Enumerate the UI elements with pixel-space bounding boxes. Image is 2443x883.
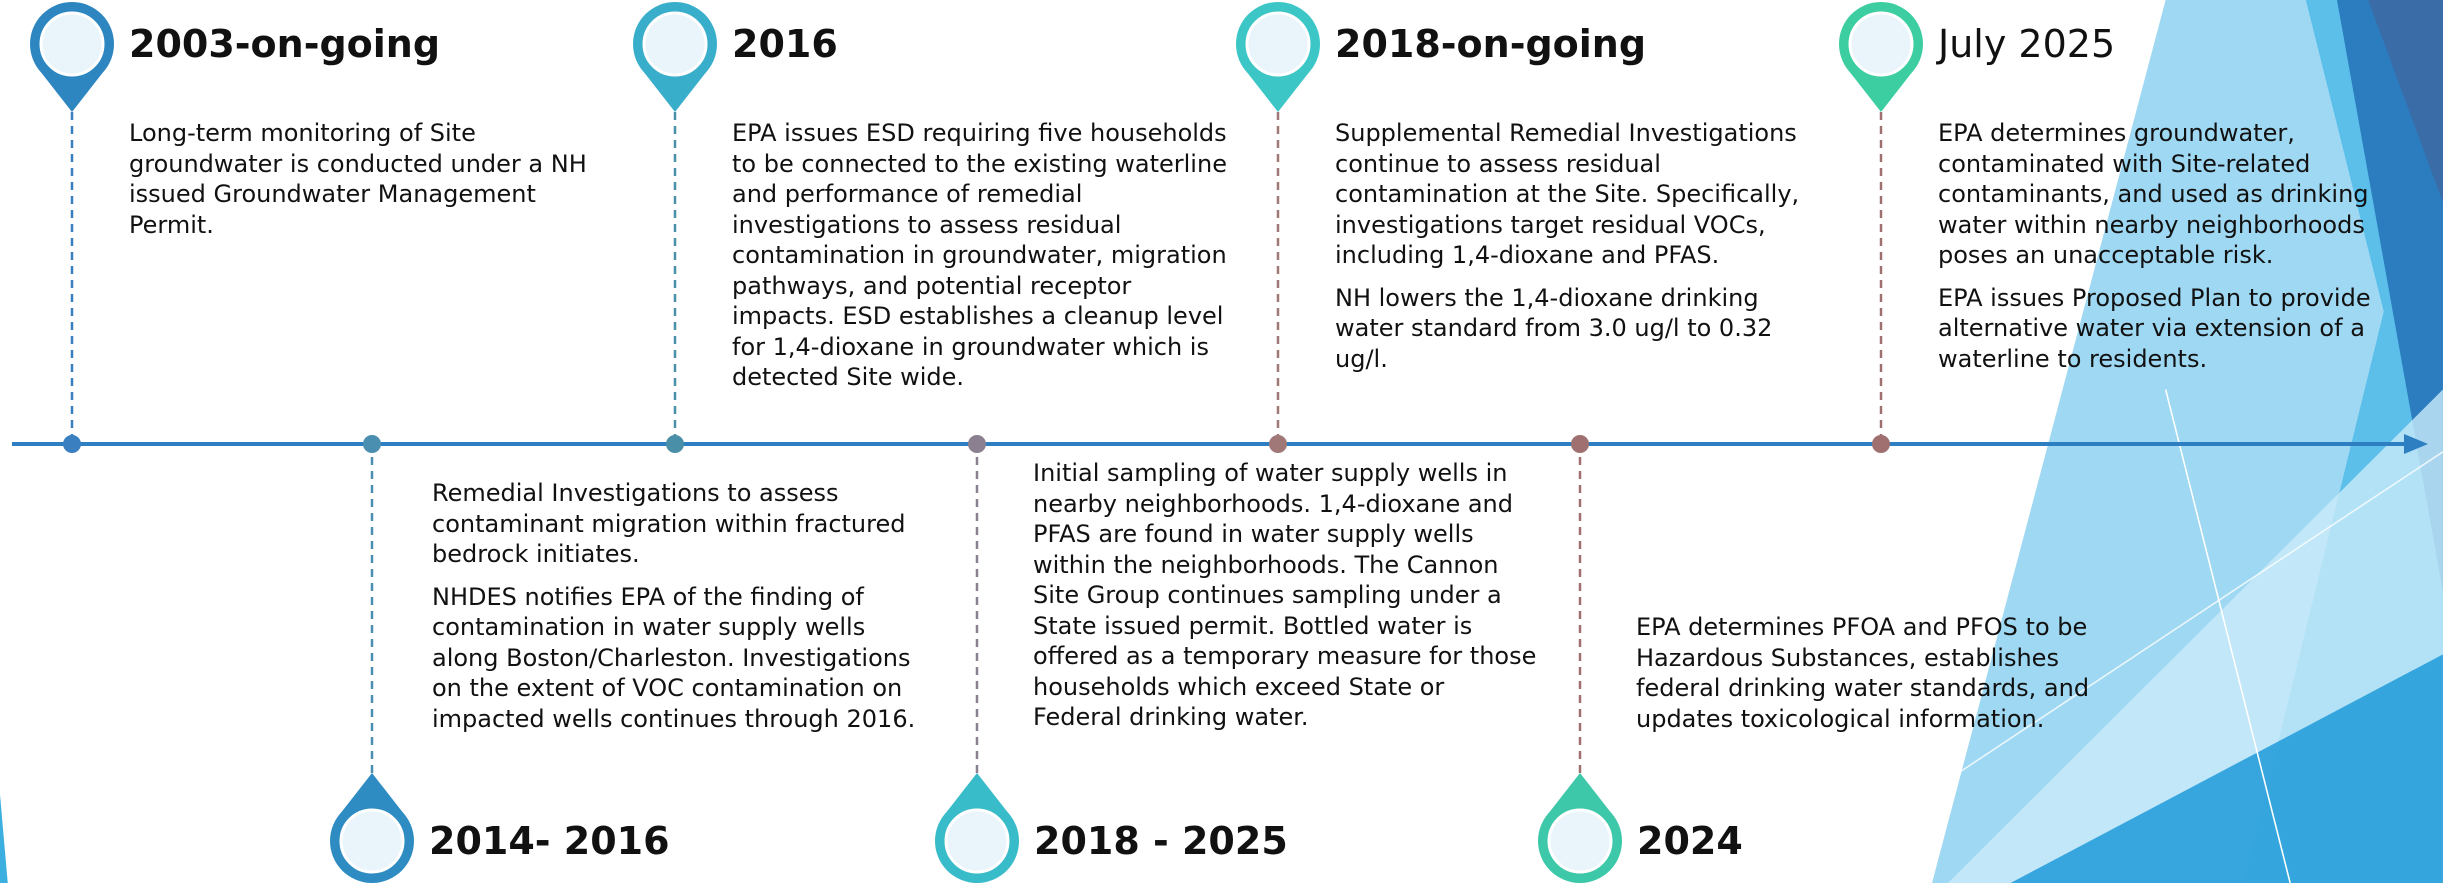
- pin-inner: [341, 810, 403, 872]
- pin-inner: [41, 13, 103, 75]
- event-description: Initial sampling of water supply wells i…: [1033, 458, 1538, 745]
- event-paragraph: NHDES notifies EPA of the finding of con…: [432, 582, 932, 735]
- event-paragraph: Supplemental Remedial Investigations con…: [1335, 118, 1825, 271]
- pin-inner: [1549, 810, 1611, 872]
- timeline-slide: 2003-on-going Long-term monitoring of Sit…: [0, 0, 2443, 883]
- event-paragraph: NH lowers the 1,4-dioxane drinking water…: [1335, 283, 1825, 375]
- event-date: 2018 - 2025: [1034, 817, 1288, 865]
- timeline-dot: [363, 435, 381, 453]
- event-date: 2003-on-going: [129, 20, 440, 68]
- event-date: 2016: [732, 20, 838, 68]
- event-description: Long-term monitoring of Site groundwater…: [129, 118, 609, 252]
- event-date: 2018-on-going: [1335, 20, 1646, 68]
- timeline-dot: [1269, 435, 1287, 453]
- event-paragraph: EPA determines PFOA and PFOS to be Hazar…: [1636, 612, 2136, 734]
- event-paragraph: EPA issues Proposed Plan to provide alte…: [1938, 283, 2433, 375]
- event-description: EPA determines groundwater, contaminated…: [1938, 118, 2433, 386]
- event-paragraph: EPA issues ESD requiring five households…: [732, 118, 1232, 393]
- pin-inner: [1850, 13, 1912, 75]
- event-date: 2024: [1637, 817, 1743, 865]
- pin-inner: [1247, 13, 1309, 75]
- event-description: Remedial Investigations to assess contam…: [432, 478, 932, 746]
- event-description: EPA issues ESD requiring five households…: [732, 118, 1232, 405]
- event-paragraph: Remedial Investigations to assess contam…: [432, 478, 932, 570]
- event-paragraph: Initial sampling of water supply wells i…: [1033, 458, 1538, 733]
- event-description: Supplemental Remedial Investigations con…: [1335, 118, 1825, 386]
- decor-shape: [0, 795, 8, 883]
- event-date: July 2025: [1938, 20, 2115, 68]
- event-paragraph: EPA determines groundwater, contaminated…: [1938, 118, 2433, 271]
- event-date: 2014- 2016: [429, 817, 670, 865]
- timeline-dot: [1872, 435, 1890, 453]
- pin-inner: [946, 810, 1008, 872]
- pin-inner: [644, 13, 706, 75]
- timeline-dot: [666, 435, 684, 453]
- event-description: EPA determines PFOA and PFOS to be Hazar…: [1636, 612, 2136, 746]
- event-paragraph: Long-term monitoring of Site groundwater…: [129, 118, 609, 240]
- timeline-dot: [63, 435, 81, 453]
- timeline-dot: [1571, 435, 1589, 453]
- timeline-dot: [968, 435, 986, 453]
